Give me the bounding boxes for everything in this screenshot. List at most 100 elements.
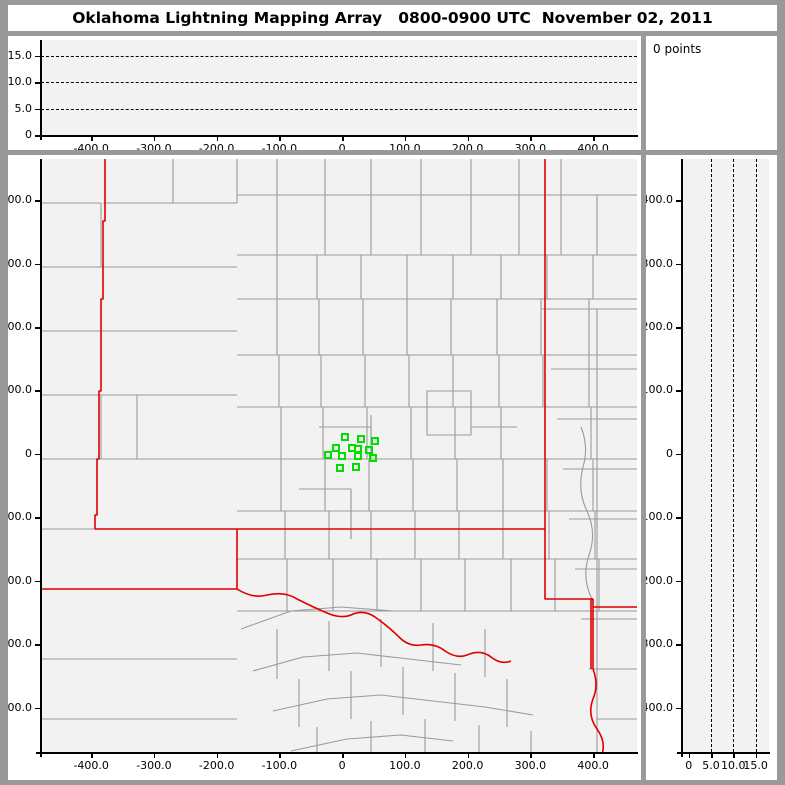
plan-view-map-panel[interactable]: -400.0 -300.0 -200.0 -100.0 0 100.0 200.0 300.0… — [8, 155, 641, 780]
x-tick — [404, 752, 407, 758]
point-count-label: 0 points — [653, 42, 702, 56]
y-tick — [676, 580, 682, 583]
y-tick — [35, 453, 41, 456]
x-tick-label: -200.0 — [198, 142, 235, 150]
y-tick — [35, 390, 41, 392]
gridline-horizontal — [41, 82, 637, 84]
x-tick-label: -100.0 — [261, 142, 298, 150]
x-tick-label: -100.0 — [261, 759, 298, 772]
x-tick — [530, 752, 532, 758]
y-tick-label: 400.0 — [8, 193, 32, 207]
y-tick-label: -400.0 — [646, 700, 673, 714]
y-tick — [35, 82, 41, 84]
y-tick-label: 100.0 — [8, 383, 32, 397]
y-tick-label: 300.0 — [8, 256, 32, 270]
x-tick — [733, 752, 735, 758]
x-tick-label: 100.0 — [389, 142, 421, 150]
y-tick-label: 0 — [25, 446, 32, 460]
y-tick-label: 5.0 — [14, 101, 33, 115]
gridline-horizontal — [41, 108, 637, 110]
x-tick — [342, 135, 344, 141]
y-tick — [676, 200, 682, 202]
y-tick — [35, 327, 41, 329]
y-tick-label: 200.0 — [646, 320, 673, 334]
title-bar: Oklahoma Lightning Mapping Array 0800-09… — [8, 5, 777, 31]
y-tick — [35, 200, 41, 202]
x-tick — [711, 752, 713, 758]
x-tick-label: 0 — [338, 142, 346, 150]
x-tick — [153, 135, 156, 141]
x-tick-label: -400.0 — [73, 142, 109, 150]
y-axis-line — [681, 159, 683, 757]
x-tick-label: -300.0 — [136, 142, 172, 150]
altitude-count-panel[interactable]: -400.0 -300.0 -200.0 -100.0 0 100.0 200.0 300.0… — [646, 155, 777, 780]
gridline-vertical — [755, 159, 757, 752]
x-tick-label: 0 — [685, 759, 693, 772]
x-tick-label: -300.0 — [136, 759, 172, 772]
y-tick-label: 100.0 — [646, 383, 673, 397]
x-tick-label: 0 — [338, 759, 346, 772]
lma-station-marker — [337, 451, 346, 460]
x-tick-label: -400.0 — [73, 759, 109, 772]
x-tick-label: 300.0 — [514, 142, 547, 150]
y-tick — [35, 108, 41, 111]
x-tick — [153, 752, 156, 758]
x-tick-label: 100.0 — [389, 759, 421, 772]
y-tick — [676, 327, 682, 329]
gridline-vertical — [733, 159, 735, 752]
y-tick-label: 0 — [666, 446, 673, 460]
info-panel: 0 points — [646, 36, 777, 150]
y-tick — [35, 263, 41, 266]
y-tick-label: -300.0 — [8, 637, 32, 651]
page-title: Oklahoma Lightning Mapping Array 0800-09… — [72, 9, 713, 27]
y-tick — [676, 263, 682, 266]
lma-station-marker — [351, 462, 360, 471]
y-tick — [676, 453, 682, 456]
y-axis-line — [40, 40, 42, 140]
y-axis-line — [40, 159, 42, 757]
x-axis-line — [677, 752, 770, 754]
x-tick — [279, 752, 281, 758]
y-tick — [35, 644, 41, 646]
gridline-horizontal — [41, 55, 637, 57]
time-altitude-plot-area[interactable] — [41, 40, 637, 135]
x-tick — [404, 135, 407, 141]
x-tick — [688, 752, 691, 758]
y-tick — [35, 580, 41, 583]
lma-station-marker — [356, 434, 365, 443]
lma-station-marker — [340, 433, 349, 442]
x-tick — [467, 752, 470, 758]
x-tick — [91, 752, 93, 758]
x-tick-label: 400.0 — [577, 759, 609, 772]
x-tick — [593, 135, 595, 141]
x-axis-line — [36, 752, 638, 754]
map-overlay — [41, 159, 637, 752]
x-tick — [216, 135, 219, 141]
y-tick — [35, 55, 41, 58]
lma-station-marker — [368, 453, 377, 462]
x-tick — [216, 752, 219, 758]
y-tick-label: -400.0 — [8, 700, 32, 714]
y-tick — [35, 135, 41, 137]
plan-view-plot-area[interactable] — [41, 159, 637, 752]
altitude-count-plot-area[interactable] — [682, 159, 769, 752]
y-tick-label: -300.0 — [646, 637, 673, 651]
x-tick-label: 200.0 — [451, 759, 484, 772]
x-tick-label: 5.0 — [702, 759, 720, 772]
x-tick — [530, 135, 532, 141]
time-altitude-panel[interactable]: 0 5.0 10.0 15.0 -400.0 -300.0 -200.0 -100.0 0 100… — [8, 36, 641, 150]
y-tick-label: 0 — [25, 128, 32, 141]
y-tick — [676, 707, 682, 710]
x-tick — [755, 752, 758, 758]
lma-station-marker — [336, 463, 345, 472]
y-tick-label: 200.0 — [8, 320, 32, 334]
y-tick — [35, 707, 41, 710]
lma-station-marker — [353, 452, 362, 461]
x-tick-label: 15.0 — [743, 759, 768, 772]
lma-station-marker — [331, 443, 340, 452]
y-tick-label: -100.0 — [646, 510, 673, 524]
y-tick-label: 400.0 — [646, 193, 673, 207]
y-tick-label: -100.0 — [8, 510, 32, 524]
x-tick-label: 300.0 — [514, 759, 547, 772]
y-tick-label: -200.0 — [646, 573, 673, 587]
